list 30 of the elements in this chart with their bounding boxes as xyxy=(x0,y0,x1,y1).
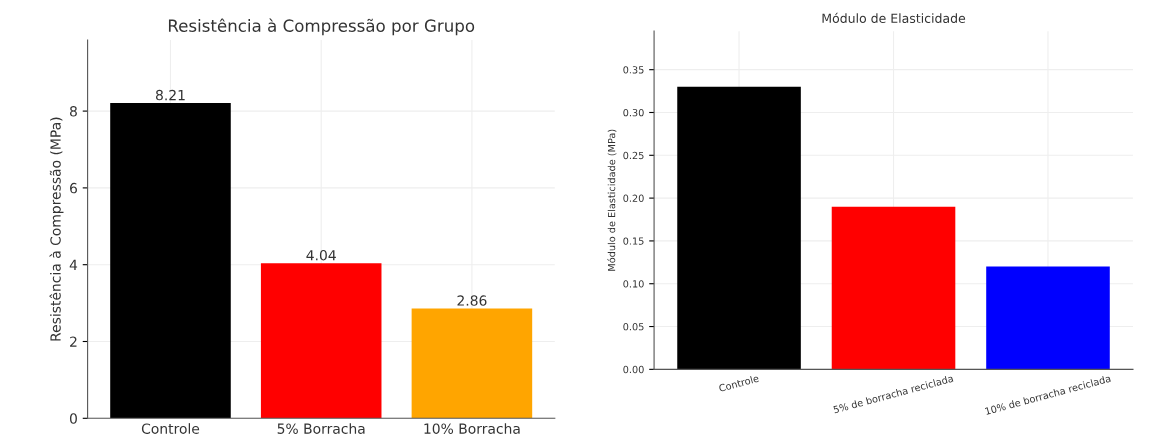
y-tick-label: 0.25 xyxy=(623,151,644,160)
y-tick-label: 0.20 xyxy=(623,194,644,202)
y-axis-title: Módulo de Elasticidade (MPa) xyxy=(607,129,617,271)
y-tick-label: 0.00 xyxy=(623,365,644,374)
bar xyxy=(260,263,382,419)
y-tick-label: 0.15 xyxy=(623,237,644,245)
x-tick-label: Controle xyxy=(141,423,200,434)
chart-title: Módulo de Elasticidade xyxy=(822,12,966,23)
y-tick-label: 8 xyxy=(69,106,77,117)
x-tick-label: 5% Borracha xyxy=(277,423,365,434)
data-label: 2.86 xyxy=(457,295,487,306)
bar xyxy=(986,266,1110,370)
bar xyxy=(677,86,801,370)
y-tick-label: 4 xyxy=(69,259,78,270)
y-axis-title: Resistência à Compressão (MPa) xyxy=(49,117,64,341)
bar xyxy=(110,103,231,419)
y-tick-label: 0.35 xyxy=(623,66,644,74)
bar xyxy=(411,308,533,419)
data-label: 8.21 xyxy=(155,89,185,101)
bar xyxy=(831,206,956,370)
y-tick-label: 0.30 xyxy=(623,108,644,117)
y-tick-label: 0.10 xyxy=(623,280,644,288)
y-tick-label: 2 xyxy=(70,336,77,347)
y-tick-label: 0.05 xyxy=(623,323,644,331)
y-tick-label: 6 xyxy=(70,182,77,194)
chart-title: Resistência à Compressão por Grupo xyxy=(168,18,475,36)
x-tick-label: Controle xyxy=(718,374,760,392)
data-label: 4.04 xyxy=(306,249,336,261)
y-tick-label: 0 xyxy=(69,413,77,424)
x-tick-label: 10% Borracha xyxy=(424,423,520,434)
